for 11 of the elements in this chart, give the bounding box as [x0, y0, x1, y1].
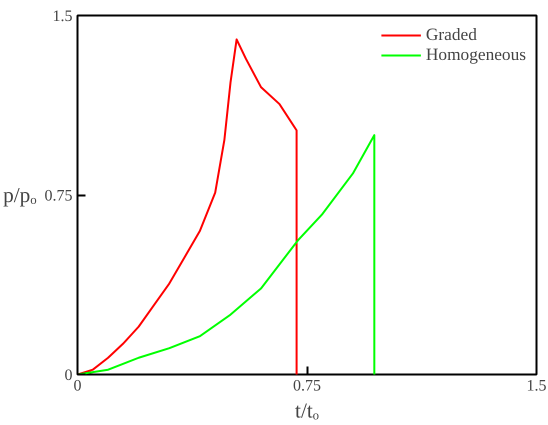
legend-label: Homogeneous [426, 45, 526, 65]
y-tick-label: 0.75 [44, 188, 72, 204]
legend-label: Graded [426, 25, 477, 45]
x-axis-title: t/tₒ [295, 398, 319, 422]
line-series [78, 134, 376, 374]
line-series [78, 38, 298, 374]
y-tick-label: 1.5 [52, 8, 72, 25]
x-tick-label: 1.5 [526, 378, 546, 394]
y-axis-title: p/pₒ [3, 183, 37, 207]
x-tick-label: 0.75 [293, 378, 321, 394]
y-tick-label: 0 [64, 367, 72, 384]
